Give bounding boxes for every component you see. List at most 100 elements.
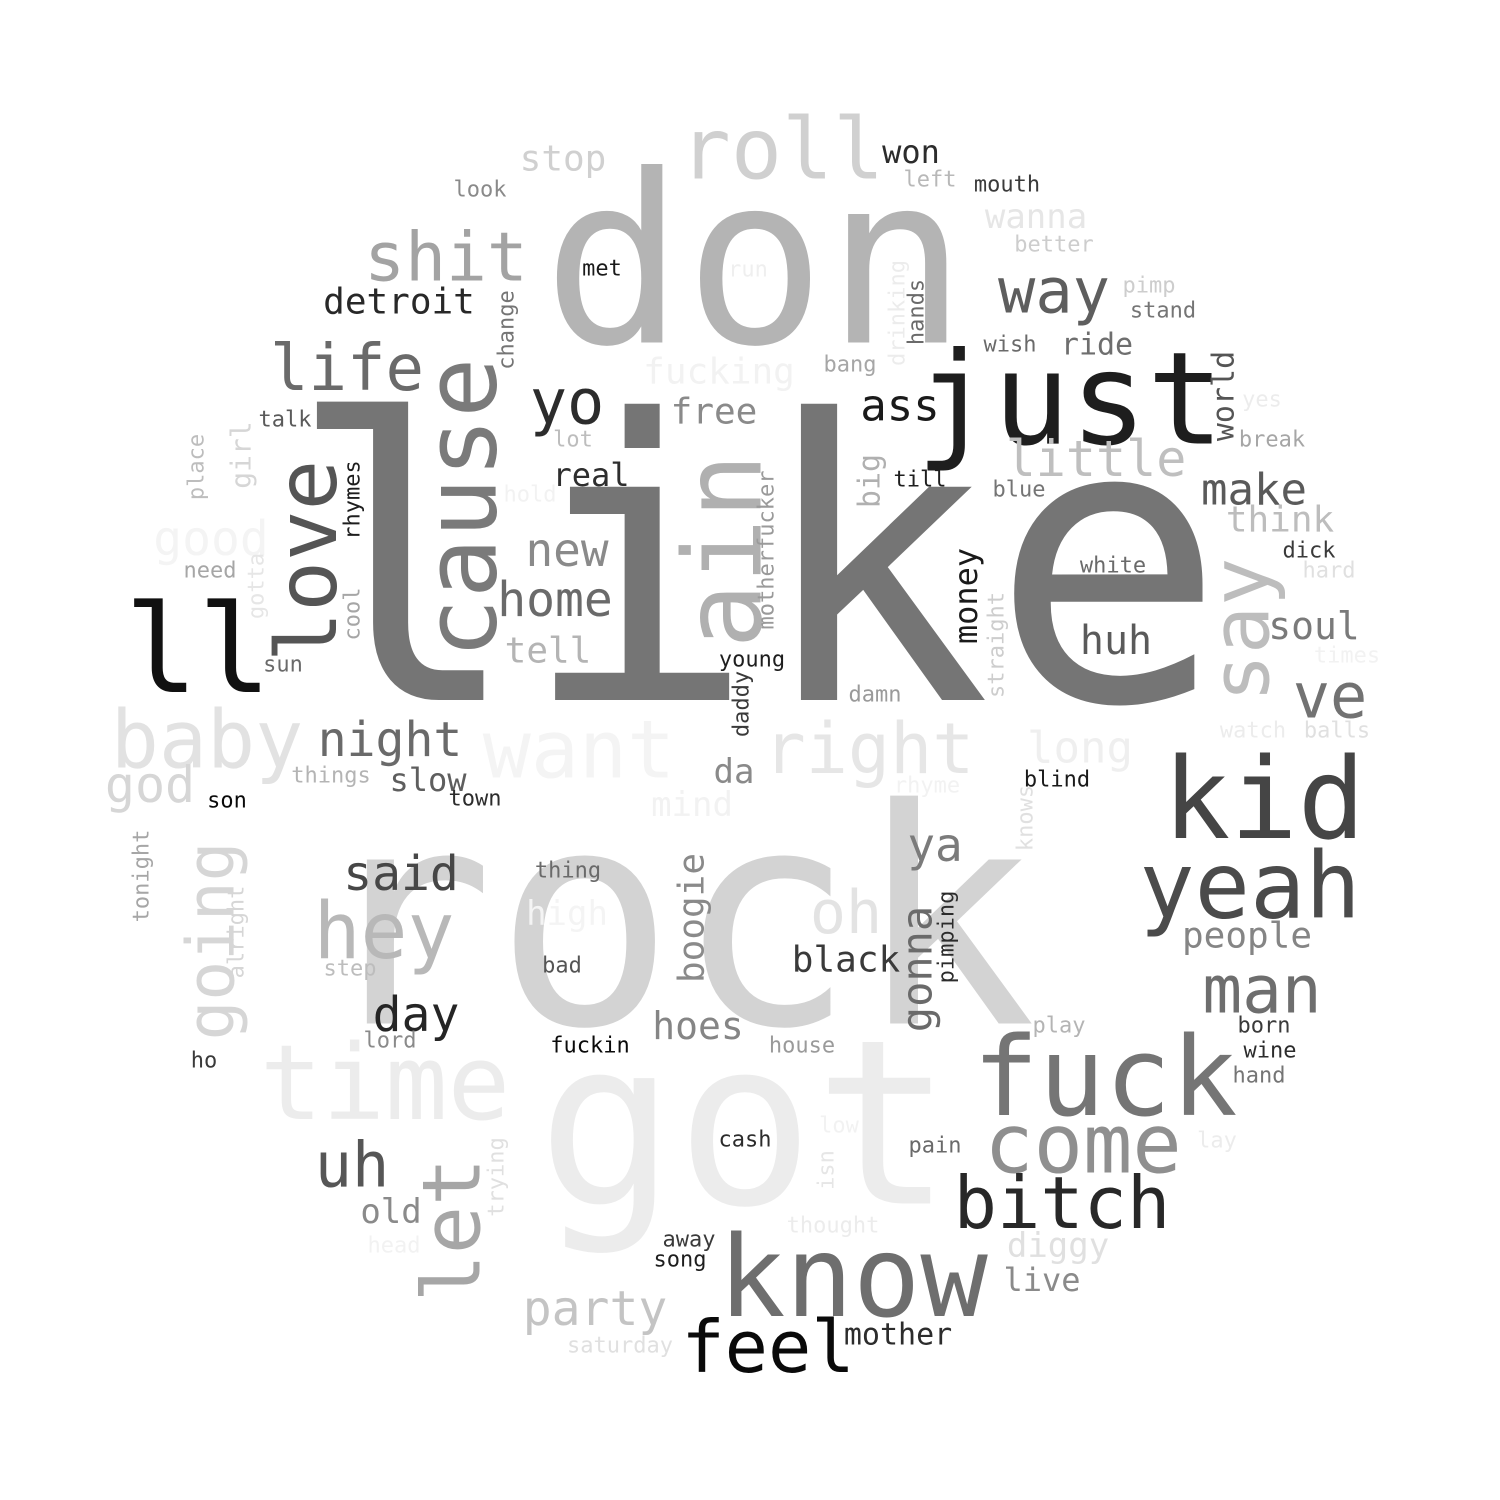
word-damn: damn xyxy=(849,683,902,708)
word-mind: mind xyxy=(651,785,733,825)
word-daddy: daddy xyxy=(730,671,755,737)
word-ride: ride xyxy=(1061,328,1133,363)
word-people: people xyxy=(1182,916,1312,957)
word-born: born xyxy=(1238,1014,1291,1039)
word-talk: talk xyxy=(259,408,312,433)
word-dick: dick xyxy=(1283,539,1336,564)
word-mouth: mouth xyxy=(974,173,1040,198)
word-watch: watch xyxy=(1220,719,1286,744)
word-better: better xyxy=(1014,233,1094,258)
word-detroit: detroit xyxy=(323,282,475,323)
word-low: low xyxy=(819,1114,859,1139)
word-gotta: gotta xyxy=(245,553,270,619)
word-motherfucker: motherfucker xyxy=(755,471,780,630)
word-won: won xyxy=(882,133,940,171)
word-bad: bad xyxy=(542,954,582,979)
word-young: young xyxy=(719,648,785,673)
word-live: live xyxy=(1003,1261,1080,1299)
word-love: love xyxy=(258,460,356,662)
word-sun: sun xyxy=(263,653,303,678)
word-yeah: yeah xyxy=(1139,833,1361,940)
word-night: night xyxy=(318,712,463,768)
word-don: don xyxy=(543,126,967,399)
word-old: old xyxy=(360,1192,421,1232)
word-rock: rock xyxy=(314,746,1036,1095)
word-thought: thought xyxy=(787,1214,880,1239)
word-alright: alright xyxy=(225,886,250,979)
word-thing: thing xyxy=(535,859,601,884)
word-lot: lot xyxy=(553,428,593,453)
word-want: want xyxy=(483,704,676,797)
word-run: run xyxy=(728,258,768,283)
word-house: house xyxy=(769,1034,835,1059)
word-stop: stop xyxy=(520,139,607,180)
word-saturday: saturday xyxy=(567,1334,673,1359)
word-kid: kid xyxy=(1163,735,1365,865)
word-feel: feel xyxy=(681,1305,854,1389)
word-wish: wish xyxy=(984,333,1037,358)
word-time: time xyxy=(260,1022,510,1144)
word-blue: blue xyxy=(993,478,1046,503)
word-high: high xyxy=(526,894,608,934)
word-day: day xyxy=(373,987,460,1043)
word-tell: tell xyxy=(505,631,592,672)
word-till: till xyxy=(894,468,947,493)
word-things: things xyxy=(291,764,371,789)
word-place: place xyxy=(185,434,210,500)
word-soul: soul xyxy=(1268,604,1360,648)
word-bang: bang xyxy=(824,353,877,378)
word-make: make xyxy=(1201,465,1307,516)
word-song: song xyxy=(654,1248,707,1273)
word-ll: ll xyxy=(125,579,272,721)
word-stand: stand xyxy=(1130,299,1196,324)
word-fuckin: fuckin xyxy=(550,1034,630,1059)
word-yo: yo xyxy=(530,366,605,439)
word-know: know xyxy=(718,1213,988,1343)
word-ho: ho xyxy=(191,1049,218,1074)
word-slow: slow xyxy=(389,761,467,799)
word-shit: shit xyxy=(364,219,528,298)
word-girl: girl xyxy=(225,421,258,488)
word-times: times xyxy=(1314,644,1380,669)
word-isn: isn xyxy=(815,1150,840,1190)
word-trying: trying xyxy=(485,1137,510,1217)
word-home: home xyxy=(497,572,613,628)
word-cash: cash xyxy=(719,1128,772,1153)
word-man: man xyxy=(1202,952,1321,1029)
word-hold: hold xyxy=(504,483,557,508)
word-break: break xyxy=(1239,428,1305,453)
word-said: said xyxy=(343,846,459,902)
word-tonight: tonight xyxy=(130,830,155,923)
word-come: come xyxy=(984,1098,1182,1193)
word-black: black xyxy=(792,940,901,981)
word-met: met xyxy=(582,257,622,282)
word-wanna: wanna xyxy=(985,197,1087,237)
word-think: think xyxy=(1226,500,1335,541)
word-pain: pain xyxy=(909,1134,962,1159)
word-right: right xyxy=(764,708,975,790)
word-got: got xyxy=(537,992,952,1259)
word-pimping: pimping xyxy=(935,891,960,984)
word-life: life xyxy=(270,332,424,406)
word-let: let xyxy=(406,1158,499,1303)
word-step: step xyxy=(324,957,377,982)
word-lay: lay xyxy=(1197,1129,1237,1154)
word-roll: roll xyxy=(680,101,885,200)
word-ain: ain xyxy=(662,454,787,649)
word-ve: ve xyxy=(1293,660,1368,733)
word-hey: hey xyxy=(314,887,455,977)
word-drinking: drinking xyxy=(886,260,911,366)
word-balls: balls xyxy=(1304,719,1370,744)
word-huh: huh xyxy=(1080,618,1152,664)
word-town: town xyxy=(449,787,502,812)
word-cause: cause xyxy=(403,358,520,659)
word-left: left xyxy=(904,168,957,193)
word-big: big xyxy=(853,454,888,508)
word-play: play xyxy=(1033,1014,1086,1039)
word-way: way xyxy=(998,255,1110,328)
word-long: long xyxy=(1027,723,1133,774)
word-world: world xyxy=(1207,351,1242,441)
word-bitch: bitch xyxy=(954,1161,1171,1245)
